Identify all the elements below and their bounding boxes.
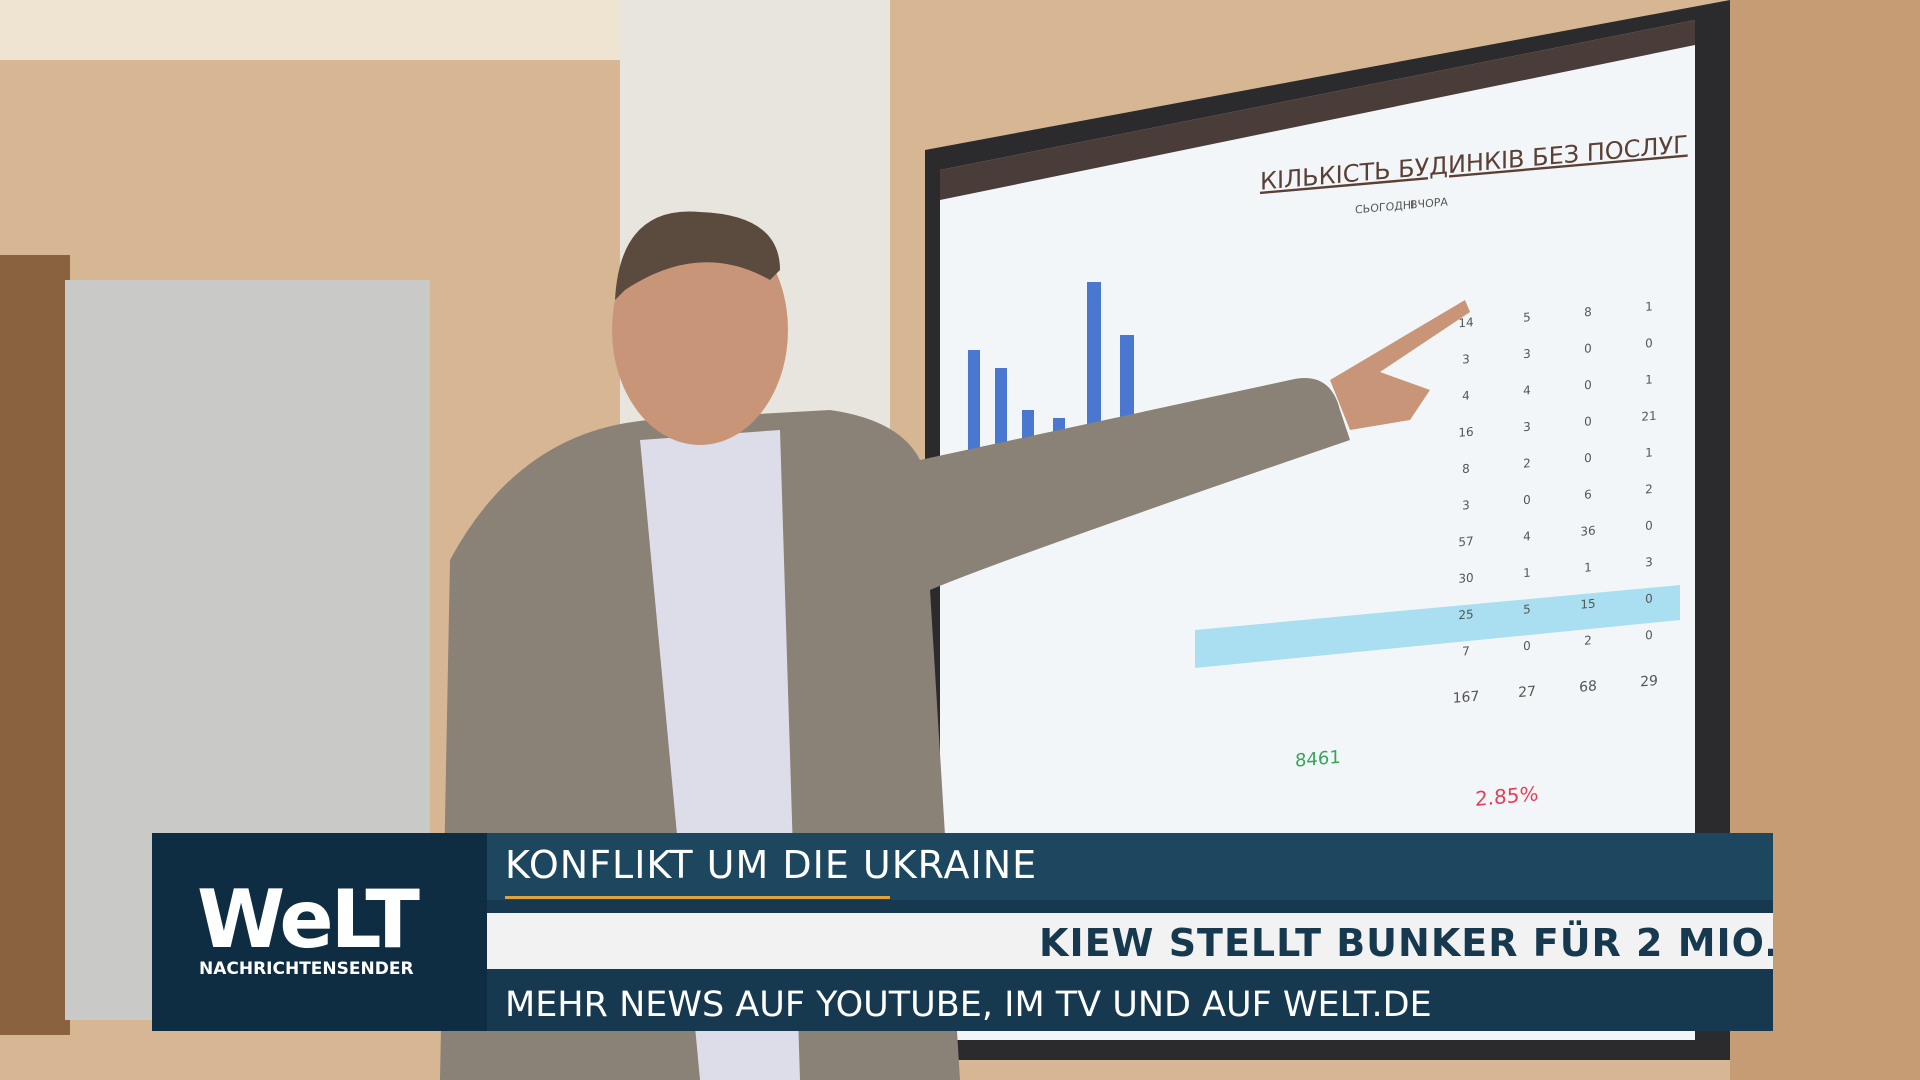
table-cell: 15 — [1580, 596, 1595, 611]
stat: 8461 — [1295, 747, 1341, 772]
table-cell: 4 — [1462, 388, 1470, 403]
tab: СЬОГОДНІ — [1355, 198, 1414, 216]
bar — [968, 350, 980, 470]
tab: ВЧОРА — [1410, 195, 1448, 211]
table-cell: 3 — [1645, 555, 1653, 570]
table-cell: 8 — [1462, 461, 1470, 476]
table-cell: 4 — [1523, 383, 1531, 398]
screen — [940, 20, 1695, 1040]
hair — [615, 211, 780, 300]
table-cell: 3 — [1462, 352, 1470, 367]
topic-band: KONFLIKT UM DIE UKRAINE — [487, 833, 1773, 900]
table-cell: 36 — [1580, 523, 1595, 538]
table-cell: 3 — [1462, 498, 1470, 513]
stat: 2.85% — [1475, 781, 1538, 811]
table-cell: 21 — [1641, 409, 1656, 424]
hand — [1330, 300, 1470, 430]
table-cell: 2 — [1584, 633, 1592, 648]
bar — [1087, 282, 1101, 468]
table-cell: 0 — [1523, 493, 1531, 508]
table-cell: 0 — [1584, 414, 1592, 429]
footer-band: MEHR NEWS AUF YOUTUBE, IM TV UND AUF WEL… — [487, 978, 1773, 1031]
lower-third: WeLT NACHRICHTENSENDER KONFLIKT UM DIE U… — [152, 833, 1773, 1031]
table-cell: 3 — [1523, 420, 1531, 435]
table-total: 167 — [1453, 689, 1480, 707]
table-cell: 0 — [1645, 518, 1653, 533]
topic-underline — [505, 896, 890, 899]
table-cell: 2 — [1645, 482, 1653, 497]
table-cell: 0 — [1645, 628, 1653, 643]
table-cell: 0 — [1645, 336, 1653, 351]
headline-band: KIEW STELLT BUNKER FÜR 2 MIO. MENSCH — [487, 913, 1773, 969]
table-cell: 0 — [1645, 591, 1653, 606]
table-cell: 1 — [1523, 566, 1531, 581]
logo-box: WeLT NACHRICHTENSENDER — [152, 833, 487, 1031]
topic: KONFLIKT UM DIE UKRAINE — [505, 843, 1038, 887]
table-cell: 1 — [1645, 372, 1653, 387]
table-cell: 4 — [1523, 529, 1531, 544]
table-total: 68 — [1579, 678, 1597, 696]
table-cell: 0 — [1584, 378, 1592, 393]
table-cell: 0 — [1584, 341, 1592, 356]
table-cell: 6 — [1584, 487, 1592, 502]
table-cell: 0 — [1584, 451, 1592, 466]
table-total: 27 — [1518, 684, 1536, 702]
table-cell: 25 — [1458, 607, 1473, 622]
table-total: 29 — [1640, 673, 1658, 691]
logo-subtitle: NACHRICHTENSENDER — [199, 959, 414, 979]
table-cell: 8 — [1584, 305, 1592, 320]
table-cell: 1 — [1645, 445, 1653, 460]
ceiling — [0, 0, 640, 60]
table-cell: 1 — [1584, 560, 1592, 575]
table-cell: 30 — [1458, 571, 1473, 586]
table-cell: 5 — [1523, 310, 1531, 325]
shelf — [0, 255, 70, 1035]
table-cell: 2 — [1523, 456, 1531, 471]
table-cell: 16 — [1458, 425, 1473, 440]
headline: KIEW STELLT BUNKER FÜR 2 MIO. MENSCH — [1039, 921, 1773, 965]
table-cell: 3 — [1523, 347, 1531, 362]
footer: MEHR NEWS AUF YOUTUBE, IM TV UND AUF WEL… — [505, 985, 1432, 1025]
table-cell: 57 — [1458, 534, 1473, 549]
table-cell: 1 — [1645, 299, 1653, 314]
table-cell: 7 — [1462, 644, 1470, 659]
table-cell: 14 — [1458, 315, 1473, 330]
table-cell: 0 — [1523, 639, 1531, 654]
screen-header — [940, 20, 1695, 200]
table-cell: 5 — [1523, 602, 1531, 617]
highlight-row — [1195, 585, 1680, 668]
logo: WeLT — [197, 873, 420, 966]
